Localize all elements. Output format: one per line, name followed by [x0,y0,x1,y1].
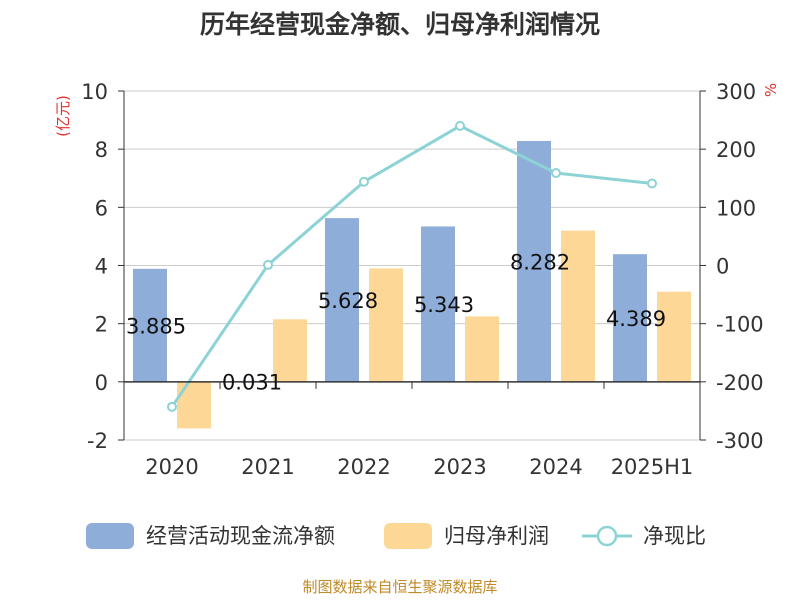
bar-net-profit [369,268,403,382]
bar-net-profit [657,291,691,382]
bar-cash-flow [133,268,167,382]
y-right-tick-label: -300 [716,429,764,453]
bar-value-label: 0.031 [222,370,282,394]
x-tick-label: 2025H1 [611,455,694,479]
legend-swatch-cash-flow [86,523,134,549]
x-tick-label: 2023 [433,455,486,479]
legend-label-ratio: 净现比 [643,524,706,548]
ratio-point [455,120,465,131]
y-left-tick-label: 6 [95,196,108,220]
y-right-tick-label: 100 [716,196,756,220]
legend-marker-ratio [596,525,618,547]
bar-cash-flow [325,218,359,382]
axes: -2 0 2 4 6 8 10 -300 -200 -100 0 100 200 300 2020 2021 2… [81,80,763,479]
bar-net-profit [561,230,595,382]
bars [133,140,691,429]
bar-value-label: 5.343 [414,293,474,317]
bar-net-profit [465,316,499,382]
ratio-line-path [170,124,653,408]
bar-value-label: 4.389 [606,307,666,331]
grid-lines [124,90,700,441]
legend: 经营活动现金流净额 归母净利润 净现比 [86,523,706,549]
ratio-point [647,178,657,189]
x-tick-label: 2021 [241,455,294,479]
ratio-point [551,168,561,179]
legend-label-cash-flow: 经营活动现金流净额 [146,524,335,548]
bar-net-profit [273,319,307,382]
legend-swatch-net-profit [384,523,432,549]
ratio-point [167,401,177,412]
y-right-tick-label: -100 [716,313,764,337]
bar-cash-flow [517,140,551,382]
y-left-tick-label: -2 [87,429,108,453]
chart-title: 历年经营现金净额、归母净利润情况 [200,10,600,39]
y-right-axis-title: % [762,83,780,97]
source-note: 制图数据来自恒生聚源数据库 [302,578,497,596]
legend-label-net-profit: 归母净利润 [444,524,549,548]
y-left-tick-label: 10 [81,80,108,104]
y-right-tick-label: -200 [716,371,764,395]
x-tick-label: 2024 [529,455,582,479]
bar-net-profit [177,381,211,429]
bar-value-label: 8.282 [510,250,570,274]
y-right-tick-label: 300 [716,80,756,104]
y-left-tick-label: 0 [95,371,108,395]
bar-value-label: 5.628 [318,289,378,313]
x-tick-label: 2020 [145,455,198,479]
y-left-tick-label: 4 [95,255,108,279]
y-left-tick-label: 8 [95,138,108,162]
x-tick-label: 2022 [337,455,390,479]
y-left-tick-label: 2 [95,313,108,337]
bar-cash-flow [421,226,455,382]
ratio-point [359,176,369,187]
data-labels: 3.885 0.031 5.628 5.343 8.282 4.389 [126,250,666,394]
ratio-line [167,120,657,412]
y-right-tick-label: 0 [716,255,729,279]
y-right-tick-label: 200 [716,138,756,162]
bar-value-label: 3.885 [126,314,186,338]
ratio-point [263,259,273,270]
bar-cash-flow [613,254,647,382]
y-left-axis-title: (亿元) [54,95,72,137]
